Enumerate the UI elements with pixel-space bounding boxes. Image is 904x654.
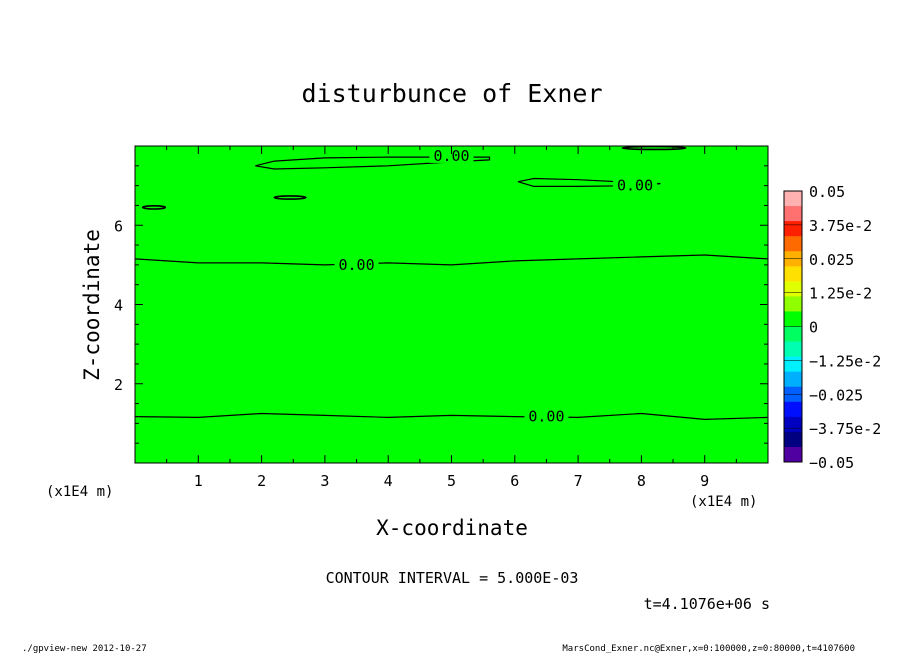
- x-unit-right: (x1E4 m): [690, 494, 757, 510]
- colorbar-swatch: [784, 296, 802, 312]
- footer-left: ./gpview-new 2012-10-27: [22, 644, 147, 654]
- x-tick-label: 3: [320, 472, 329, 490]
- colorbar-label: 0: [809, 319, 818, 337]
- colorbar-swatch: [784, 446, 802, 463]
- x-tick-label: 2: [257, 472, 266, 490]
- x-tick-label: 9: [700, 472, 709, 490]
- colorbar-swatch: [784, 431, 802, 448]
- contour-label-bg: [334, 255, 379, 272]
- small-contour: [141, 205, 167, 210]
- contour-line: [517, 177, 661, 187]
- colorbar-swatch: [784, 416, 802, 433]
- y-tick-label: 6: [114, 217, 123, 235]
- colorbar-label: −0.05: [809, 454, 854, 472]
- x-tick-label: 8: [637, 472, 646, 490]
- colorbar-label: 3.75e-2: [809, 217, 872, 235]
- colorbar-swatch: [784, 266, 802, 282]
- colorbar-label: 0.05: [809, 183, 845, 201]
- footer-right: MarsCond_Exner.nc@Exner,x=0:100000,z=0:8…: [562, 644, 855, 654]
- contour-label-bg: [613, 176, 658, 193]
- colorbar-swatch: [784, 236, 802, 252]
- colorbar-swatch: [784, 401, 802, 418]
- contour-label-bg: [429, 146, 474, 163]
- colorbar-swatch: [784, 221, 802, 237]
- x-unit-left: (x1E4 m): [46, 484, 113, 500]
- y-axis: 2 4 6: [114, 165, 768, 444]
- x-axis: 1 2 3 4 5 6 7 8 9: [166, 146, 737, 490]
- small-contour: [621, 145, 687, 151]
- contour-label: 0.00: [433, 147, 469, 165]
- colorbar-label: −1.25e-2: [809, 352, 881, 370]
- colorbar: 0.05 3.75e-2 0.025 1.25e-2 0 −1.25e-2 −0.025 −3…: [783, 183, 881, 472]
- x-tick-label: 6: [510, 472, 519, 490]
- x-tick-label: 1: [194, 472, 203, 490]
- x-tick-label: 5: [447, 472, 456, 490]
- contour-line: [134, 254, 769, 266]
- contour-labels: 0.00 0.00 0.00 0.00: [334, 146, 658, 426]
- small-contour: [273, 195, 307, 200]
- x-tick-label: 4: [384, 472, 393, 490]
- y-tick-label: 4: [114, 297, 123, 315]
- contour-label: 0.00: [338, 256, 374, 274]
- colorbar-swatch: [784, 356, 802, 373]
- y-axis-title: Z-coordinate: [80, 229, 104, 381]
- colorbar-swatch: [784, 191, 802, 207]
- colorbar-swatch: [784, 341, 802, 358]
- contour-label-bg: [524, 407, 569, 424]
- chart-title: disturbunce of Exner: [301, 79, 602, 108]
- contour-line: [255, 156, 491, 170]
- colorbar-swatch: [784, 311, 802, 327]
- contour-label: 0.00: [528, 408, 564, 426]
- contour-lines: [134, 145, 769, 421]
- x-axis-title: X-coordinate: [376, 516, 528, 540]
- colorbar-swatch: [784, 206, 802, 222]
- y-tick-label: 2: [114, 376, 123, 394]
- colorbar-swatch: [784, 281, 802, 297]
- plot-area: 0.00 0.00 0.00 0.00: [134, 145, 769, 464]
- colorbar-label: −3.75e-2: [809, 420, 881, 438]
- colorbar-label: 1.25e-2: [809, 285, 872, 303]
- colorbar-swatch: [784, 326, 802, 343]
- contour-fill: [134, 145, 769, 464]
- time-label: t=4.1076e+06 s: [644, 595, 770, 613]
- contour-label: 0.00: [617, 177, 653, 195]
- contour-interval: CONTOUR INTERVAL = 5.000E-03: [326, 569, 579, 587]
- x-tick-label: 7: [574, 472, 583, 490]
- colorbar-swatch: [784, 371, 802, 388]
- colorbar-label: −0.025: [809, 386, 863, 404]
- colorbar-label: 0.025: [809, 251, 854, 269]
- contour-line: [134, 412, 769, 421]
